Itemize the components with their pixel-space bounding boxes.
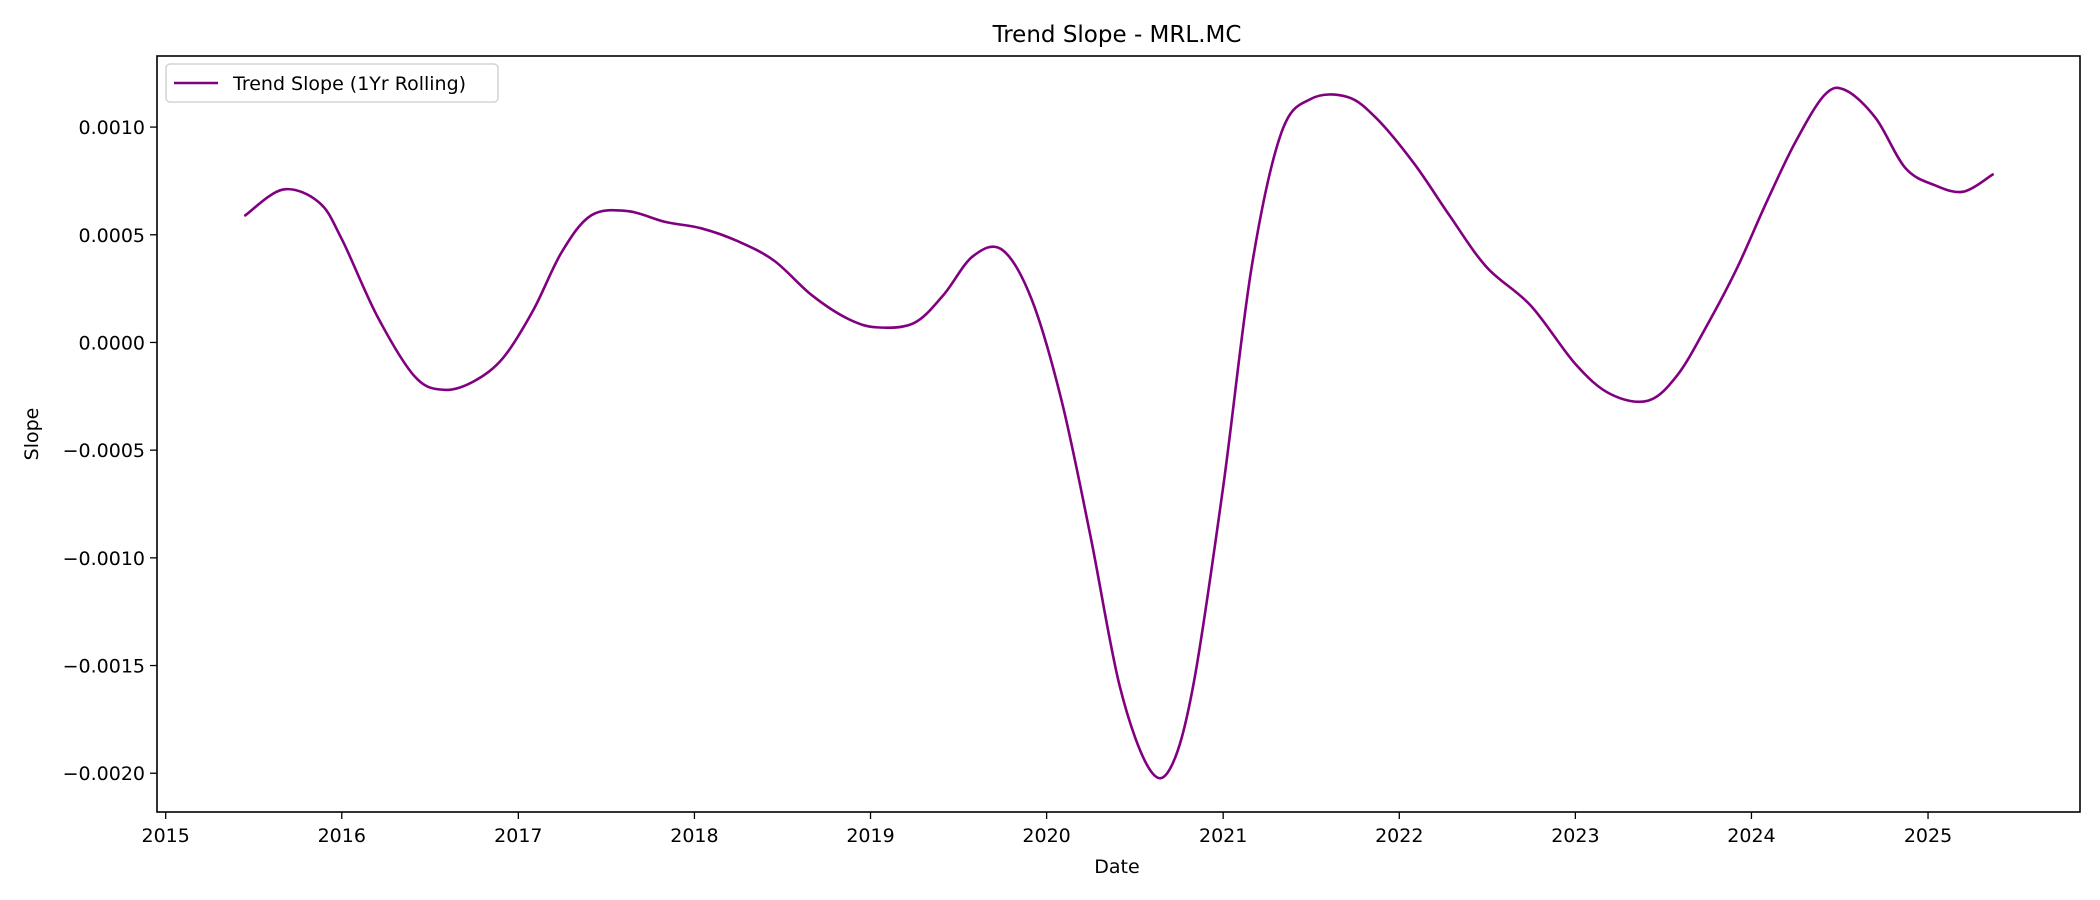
x-tick-label: 2022 — [1375, 825, 1423, 847]
x-tick-label: 2017 — [494, 825, 542, 847]
x-tick-label: 2025 — [1904, 825, 1952, 847]
x-axis-label: Date — [1094, 856, 1139, 878]
chart-title: Trend Slope - MRL.MC — [992, 22, 1242, 48]
x-tick-label: 2019 — [846, 825, 894, 847]
y-tick-label: 0.0010 — [79, 117, 145, 139]
y-axis-label: Slope — [21, 408, 43, 461]
legend-box — [165, 63, 499, 103]
y-tick-label: 0.0000 — [79, 332, 145, 354]
x-tick-label: 2016 — [318, 825, 366, 847]
y-tick-label: −0.0015 — [63, 656, 145, 678]
x-tick-label: 2020 — [1022, 825, 1070, 847]
x-tick-label: 2021 — [1199, 825, 1247, 847]
y-tick-label: 0.0005 — [79, 225, 145, 247]
x-tick-label: 2015 — [142, 825, 190, 847]
series-line-0 — [243, 86, 1994, 780]
x-tick-label: 2024 — [1727, 825, 1775, 847]
x-tick-label: 2023 — [1551, 825, 1599, 847]
plot-frame — [156, 55, 2081, 813]
y-tick-label: −0.0005 — [63, 440, 145, 462]
y-tick-label: −0.0010 — [63, 548, 145, 570]
legend: Trend Slope (1Yr Rolling) — [165, 63, 499, 103]
x-tick-label: 2018 — [670, 825, 718, 847]
legend-entry-label: Trend Slope (1Yr Rolling) — [232, 73, 466, 95]
y-tick-label: −0.0020 — [63, 763, 145, 785]
